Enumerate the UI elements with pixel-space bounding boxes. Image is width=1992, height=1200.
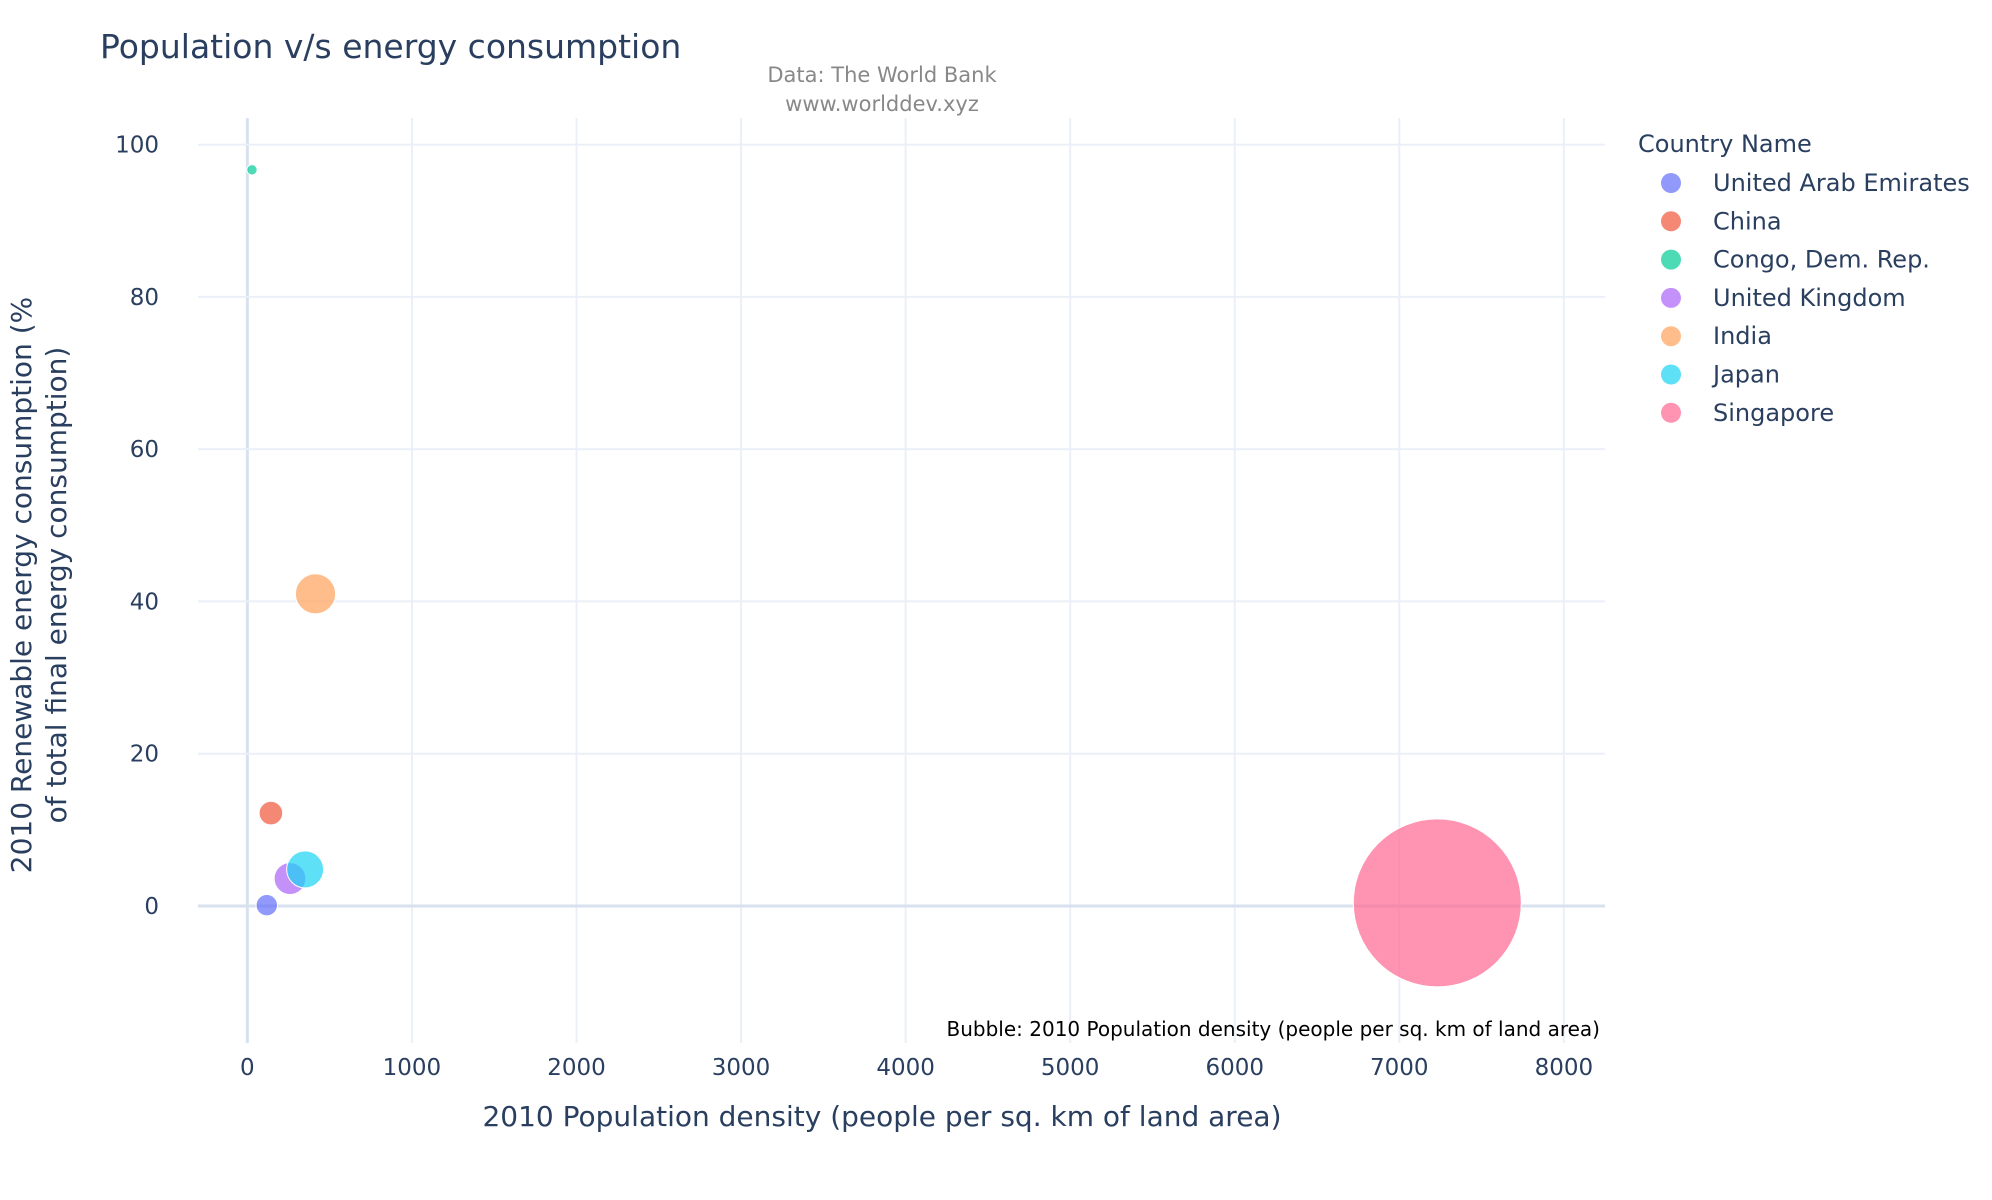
data-point-china[interactable] [258, 800, 284, 826]
y-axis-label-line-1: 2010 Renewable energy consumption (% [5, 297, 38, 873]
y-axis-label-line-2: of total final energy consumption) [40, 347, 73, 824]
data-points [246, 164, 1522, 988]
x-tick-label: 6000 [1205, 1055, 1264, 1081]
legend-item[interactable]: India [1661, 322, 1772, 350]
data-point-japan[interactable] [286, 850, 325, 889]
legend-label: India [1713, 322, 1772, 350]
x-tick-label: 4000 [876, 1055, 935, 1081]
y-tick-label: 40 [130, 589, 159, 615]
data-point-india[interactable] [294, 573, 337, 615]
legend-label: Congo, Dem. Rep. [1713, 246, 1930, 274]
legend: United Arab Emirates China Congo, Dem. Rep… [1661, 169, 1970, 427]
y-tick-label: 80 [130, 285, 159, 311]
x-tick-label: 5000 [1041, 1055, 1100, 1081]
x-tick-label: 3000 [712, 1055, 771, 1081]
legend-item[interactable]: China [1661, 207, 1782, 235]
tick-labels: 0 1000 2000 3000 4000 5000 6000 7000 8000 0 20 40 60… [115, 133, 1593, 1081]
legend-marker [1661, 364, 1681, 385]
legend-item[interactable]: Congo, Dem. Rep. [1661, 246, 1930, 274]
data-point-congo-dem-rep[interactable] [246, 164, 258, 176]
chart-subtitle-line-1: Data: The World Bank [767, 63, 997, 87]
legend-label: Singapore [1713, 399, 1834, 427]
y-tick-label: 0 [144, 894, 159, 920]
legend-item[interactable]: Singapore [1661, 399, 1834, 427]
legend-label: United Arab Emirates [1713, 169, 1970, 197]
legend-label: China [1713, 207, 1782, 235]
legend-marker [1661, 326, 1681, 347]
chart-subtitle-line-2: www.worlddev.xyz [785, 92, 979, 116]
legend-item[interactable]: United Kingdom [1661, 284, 1906, 312]
legend-item[interactable]: Japan [1661, 361, 1780, 389]
legend-marker [1661, 211, 1681, 232]
legend-title: Country Name [1638, 130, 1812, 158]
data-point-singapore[interactable] [1352, 818, 1522, 988]
chart-title: Population v/s energy consumption [100, 27, 681, 66]
legend-label: Japan [1711, 361, 1780, 389]
x-tick-label: 0 [240, 1055, 255, 1081]
legend-item[interactable]: United Arab Emirates [1661, 169, 1970, 197]
y-tick-label: 60 [130, 437, 159, 463]
y-tick-label: 20 [130, 742, 159, 768]
legend-marker [1661, 287, 1681, 308]
legend-label: United Kingdom [1713, 284, 1906, 312]
x-tick-label: 1000 [383, 1055, 442, 1081]
legend-marker [1661, 249, 1681, 270]
legend-marker [1661, 173, 1681, 193]
x-tick-label: 2000 [547, 1055, 606, 1081]
x-tick-label: 8000 [1535, 1055, 1594, 1081]
y-tick-label: 100 [115, 133, 159, 159]
data-point-united-arab-emirates[interactable] [255, 894, 278, 917]
x-axis-label: 2010 Population density (people per sq. … [482, 1100, 1281, 1133]
x-tick-label: 7000 [1370, 1055, 1429, 1081]
size-annotation: Bubble: 2010 Population density (people … [947, 1017, 1601, 1041]
legend-marker [1661, 402, 1681, 423]
